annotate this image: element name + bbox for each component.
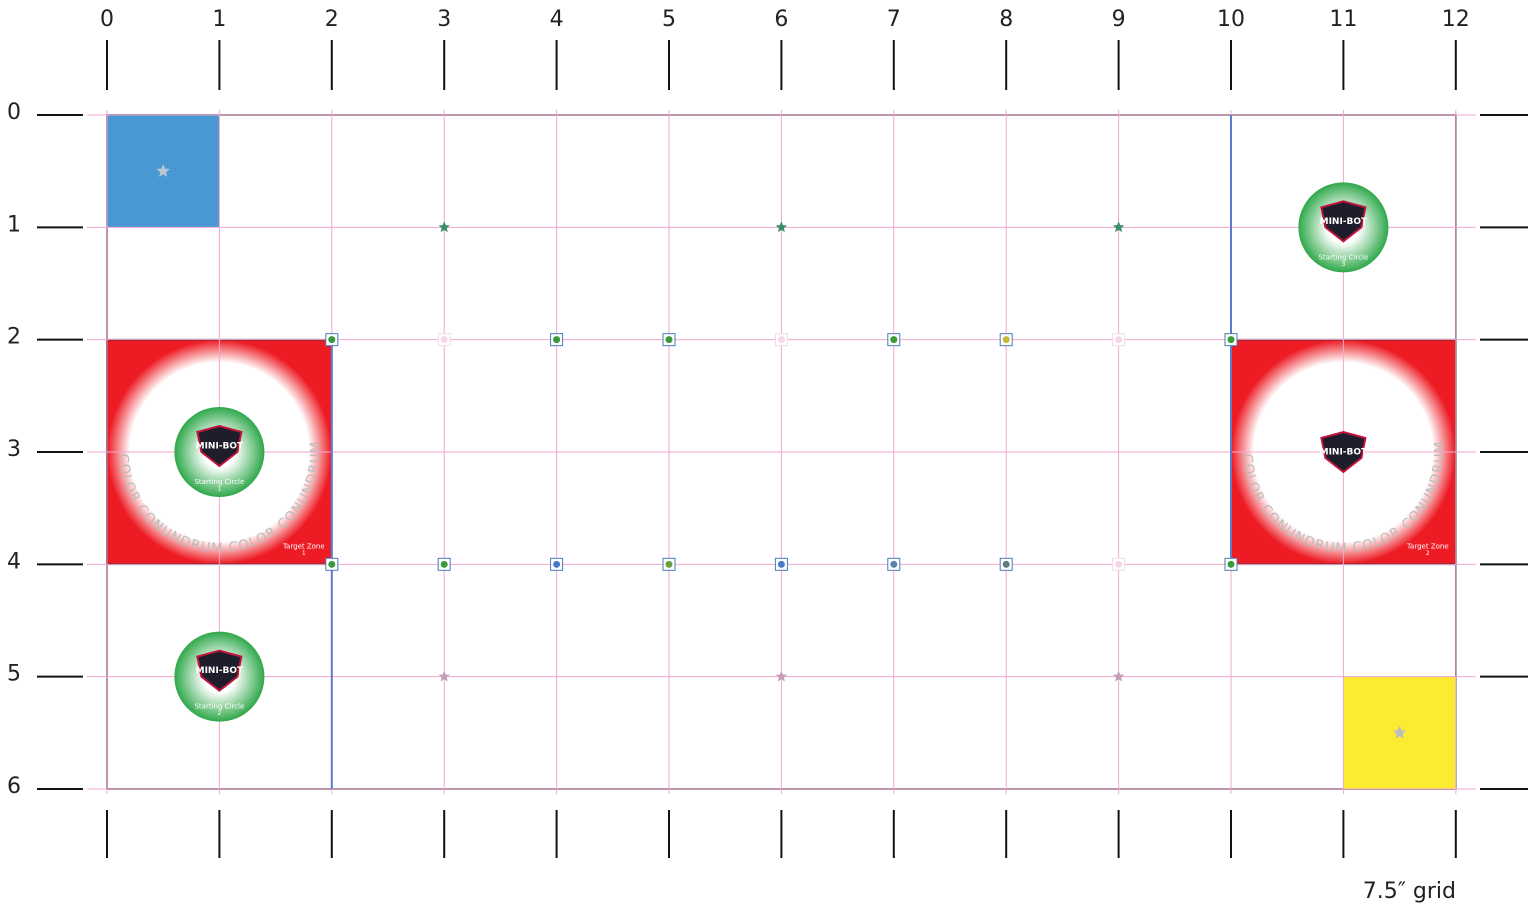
column-label: 5 bbox=[662, 7, 676, 32]
star bbox=[1112, 670, 1125, 682]
star bbox=[775, 221, 788, 233]
marker-dot bbox=[777, 336, 785, 344]
logo-text: MINI-BOT bbox=[1320, 217, 1368, 227]
column-label: 1 bbox=[212, 7, 226, 32]
star bbox=[438, 221, 450, 233]
row-label: 2 bbox=[7, 325, 21, 350]
marker-dot bbox=[328, 560, 336, 568]
marker-dot bbox=[1115, 560, 1123, 568]
logo-text: MINI-BOT bbox=[196, 441, 244, 451]
marker-dot bbox=[553, 336, 561, 344]
zone-label: Target Zone bbox=[1406, 542, 1449, 550]
star bbox=[438, 670, 450, 682]
marker-dot bbox=[890, 336, 898, 344]
logo-text: MINI-BOT bbox=[196, 666, 244, 676]
zone-number: 1 bbox=[302, 550, 306, 557]
column-label: 8 bbox=[999, 7, 1013, 32]
star bbox=[775, 670, 788, 682]
start-label: Starting Circle bbox=[1318, 253, 1368, 261]
zone-label: Target Zone bbox=[282, 542, 325, 550]
marker-dot bbox=[440, 336, 448, 344]
column-label: 11 bbox=[1329, 7, 1357, 32]
marker-dot bbox=[553, 560, 561, 568]
logo-shield bbox=[196, 424, 243, 468]
column-label: 0 bbox=[100, 7, 114, 32]
column-label: 9 bbox=[1112, 7, 1126, 32]
marker-dot bbox=[1002, 560, 1010, 568]
logo-text: MINI-BOT bbox=[1320, 447, 1368, 457]
column-label: 7 bbox=[887, 7, 901, 32]
marker-dot bbox=[328, 336, 336, 344]
star bbox=[1392, 725, 1407, 739]
zone-number: 2 bbox=[1426, 550, 1430, 557]
marker-dot bbox=[665, 336, 673, 344]
start-number: 1 bbox=[217, 485, 221, 492]
marker-dot bbox=[440, 560, 448, 568]
star bbox=[156, 164, 170, 177]
logo-shield bbox=[1320, 430, 1367, 474]
column-label: 3 bbox=[437, 7, 451, 32]
column-label: 10 bbox=[1217, 7, 1245, 32]
marker-dot bbox=[1115, 336, 1123, 344]
start-number: 2 bbox=[217, 710, 221, 717]
column-label: 12 bbox=[1442, 7, 1470, 32]
row-label: 5 bbox=[7, 662, 21, 687]
marker-dot bbox=[665, 560, 673, 568]
marker-dot bbox=[1227, 336, 1235, 344]
row-label: 0 bbox=[7, 100, 21, 125]
marker-dot bbox=[1002, 336, 1010, 344]
row-label: 4 bbox=[7, 549, 21, 574]
column-label: 6 bbox=[774, 7, 788, 32]
grid-note: 7.5″ grid bbox=[1363, 879, 1456, 904]
logo-shield bbox=[1320, 200, 1367, 243]
column-label: 2 bbox=[325, 7, 339, 32]
marker-dot bbox=[777, 560, 785, 568]
star bbox=[1112, 221, 1125, 233]
start-label: Starting Circle bbox=[194, 703, 244, 711]
marker-dot bbox=[890, 560, 898, 568]
logo-shield bbox=[196, 649, 243, 692]
marker-dot bbox=[1227, 560, 1235, 568]
start-number: 3 bbox=[1341, 261, 1345, 268]
start-label: Starting Circle bbox=[194, 478, 244, 486]
row-label: 1 bbox=[7, 212, 21, 237]
row-label: 3 bbox=[7, 437, 21, 462]
column-label: 4 bbox=[550, 7, 564, 32]
row-label: 6 bbox=[7, 774, 21, 799]
